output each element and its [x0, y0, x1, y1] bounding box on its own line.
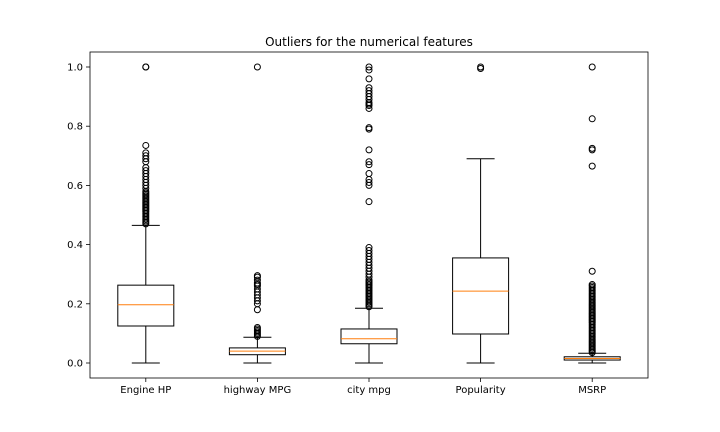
outlier-point	[365, 161, 373, 169]
outlier-point	[588, 63, 596, 71]
outlier-point	[142, 167, 150, 175]
outlier-point	[142, 149, 150, 157]
box-group-highway-mpg	[228, 63, 286, 364]
outlier-point	[477, 63, 485, 71]
outlier-point	[588, 281, 596, 289]
box-group-popularity	[452, 63, 510, 364]
iqr-box	[452, 257, 510, 335]
outlier-point	[253, 272, 261, 280]
outlier-point	[365, 158, 373, 166]
outlier-point	[142, 141, 150, 149]
box-group-engine-hp	[117, 63, 175, 364]
outlier-point	[365, 170, 373, 178]
box-group-msrp	[563, 63, 621, 364]
outlier-point	[365, 87, 373, 95]
outlier-point	[142, 152, 150, 160]
outlier-point	[365, 198, 373, 206]
x-tick-label: MSRP	[578, 385, 606, 396]
y-tick-label: 0.0	[67, 359, 83, 370]
outlier-point	[365, 66, 373, 74]
outlier-point	[253, 63, 261, 71]
outlier-point	[365, 63, 373, 71]
box-group-city-mpg	[340, 63, 398, 364]
outlier-point	[142, 63, 150, 71]
outlier-point	[365, 84, 373, 92]
x-tick-label: Engine HP	[120, 385, 171, 396]
iqr-box	[340, 328, 398, 345]
outlier-point	[365, 178, 373, 186]
outlier-point	[365, 124, 373, 132]
outlier-point	[588, 162, 596, 170]
x-tick-label: Popularity	[456, 385, 506, 396]
outlier-point	[253, 323, 261, 331]
outlier-point	[365, 75, 373, 83]
y-tick-label: 0.2	[67, 299, 83, 310]
outlier-point	[588, 115, 596, 123]
y-tick-label: 1.0	[67, 63, 83, 74]
outlier-point	[253, 276, 261, 284]
outlier-point	[588, 144, 596, 152]
plot-area: 0.0 0.2 0.4 0.6 0.8 1.0 Engine HP highway MPG ci…	[67, 51, 649, 396]
y-tick-label: 0.6	[67, 181, 83, 192]
outlier-point	[365, 244, 373, 252]
x-tick-label: highway MPG	[224, 385, 292, 396]
outlier-point	[365, 247, 373, 255]
x-tick-label: city mpg	[347, 385, 391, 396]
outlier-point	[365, 146, 373, 154]
iqr-box	[117, 284, 175, 327]
y-tick-label: 0.4	[67, 240, 83, 251]
y-tick-label: 0.8	[67, 122, 83, 133]
outlier-point	[588, 267, 596, 275]
chart-title: Outliers for the numerical features	[265, 35, 473, 49]
